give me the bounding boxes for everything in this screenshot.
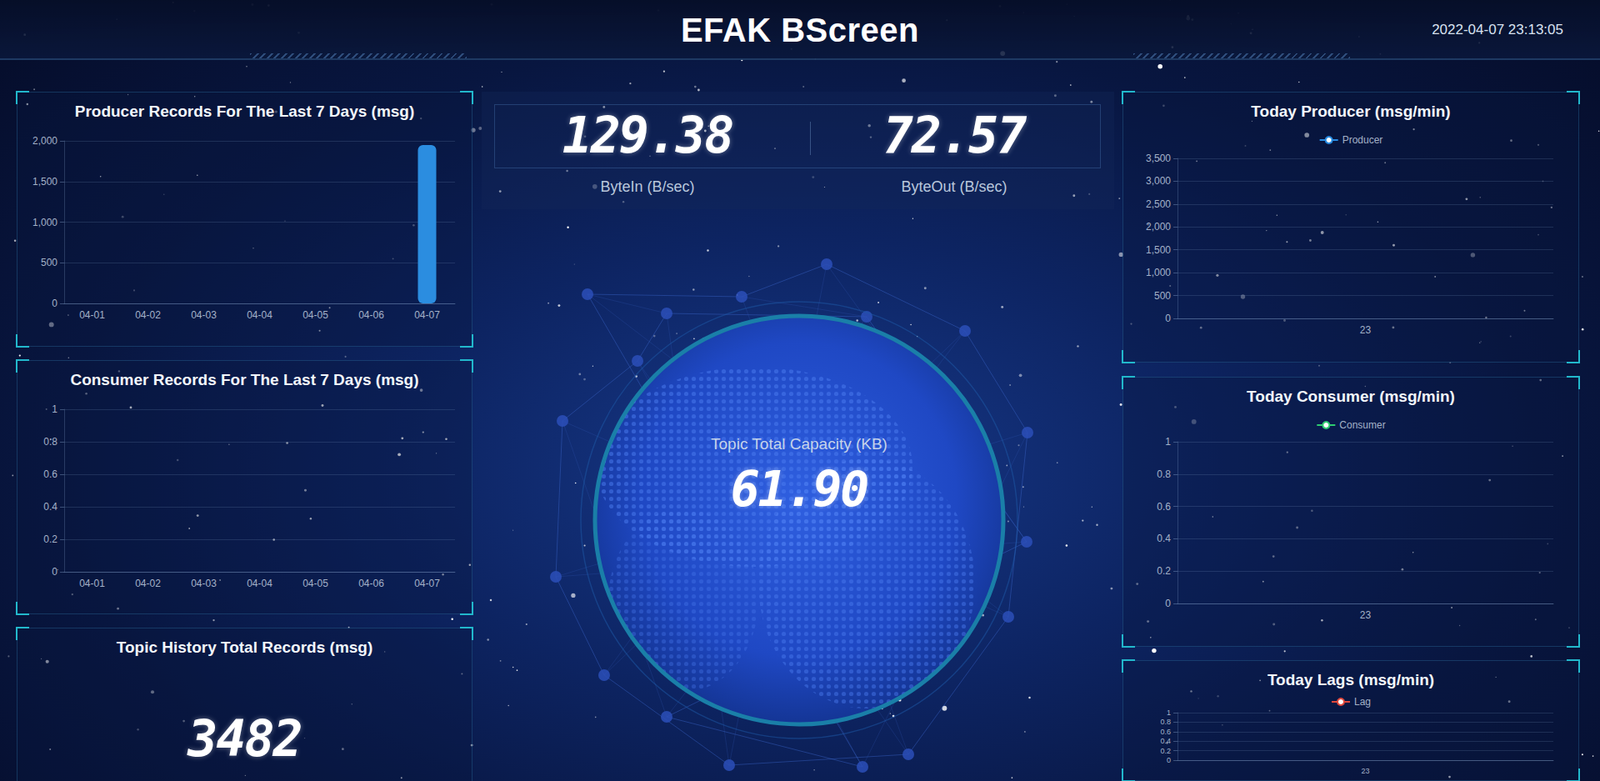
svg-text:04-04: 04-04 (246, 577, 273, 590)
html-text:Consumer Records For The Last: Consumer Records For The Last 7 Days (ms… (70, 370, 419, 389)
svg-text:04-02: 04-02 (135, 309, 161, 321)
html-text:3482: 3482 (187, 709, 302, 768)
html-text:Topic History Total Records (m: Topic History Total Records (msg) (116, 638, 373, 656)
svg-text:0.8: 0.8 (43, 435, 58, 448)
svg-text:Producer: Producer (1342, 134, 1384, 146)
svg-text:0.6: 0.6 (1160, 727, 1171, 736)
svg-text:1,500: 1,500 (1145, 244, 1171, 256)
svg-text:04-06: 04-06 (358, 577, 385, 590)
svg-text:04-03: 04-03 (190, 577, 217, 590)
html-text:Today Consumer (msg/min): Today Consumer (msg/min) (1246, 387, 1455, 405)
svg-text:04-01: 04-01 (79, 577, 105, 590)
svg-text:2,000: 2,000 (32, 135, 58, 147)
svg-text:500: 500 (40, 256, 58, 269)
svg-text:1: 1 (1166, 708, 1171, 717)
html-text:ByteOut (B/sec): ByteOut (B/sec) (901, 178, 1008, 195)
svg-text:1: 1 (51, 403, 58, 415)
svg-text:0: 0 (51, 297, 58, 310)
html-text:Today Producer (msg/min): Today Producer (msg/min) (1251, 102, 1451, 120)
svg-text:1: 1 (1165, 435, 1171, 448)
svg-text:0: 0 (1165, 597, 1171, 610)
svg-text:0.6: 0.6 (1156, 500, 1171, 513)
svg-text:04-03: 04-03 (190, 309, 217, 321)
svg-text:04-07: 04-07 (414, 577, 440, 590)
svg-text:1,500: 1,500 (32, 175, 58, 188)
svg-text:0.2: 0.2 (1156, 565, 1171, 577)
svg-text:1,000: 1,000 (32, 216, 58, 229)
svg-text:0: 0 (51, 565, 58, 578)
html-text:ByteIn (B/sec): ByteIn (B/sec) (600, 178, 695, 195)
svg-text:0.4: 0.4 (1160, 736, 1171, 745)
svg-text:0.8: 0.8 (1160, 717, 1171, 726)
svg-text:0.2: 0.2 (1160, 746, 1171, 755)
svg-text:04-05: 04-05 (302, 309, 329, 321)
html-text:Producer Records For The Last: Producer Records For The Last 7 Days (ms… (74, 102, 415, 120)
html-text:129.38: 129.38 (562, 105, 733, 165)
svg-text:0.4: 0.4 (1156, 532, 1171, 545)
svg-text:0: 0 (1165, 312, 1171, 325)
svg-text:0.2: 0.2 (43, 533, 58, 545)
svg-text:2,500: 2,500 (1145, 198, 1171, 210)
html-text:EFAK BScreen: EFAK BScreen (680, 11, 920, 49)
svg-text:04-06: 04-06 (358, 309, 385, 321)
svg-text:Consumer: Consumer (1339, 419, 1385, 431)
svg-text:Lag: Lag (1354, 695, 1371, 708)
svg-text:500: 500 (1154, 290, 1171, 302)
html-text:2022-04-07 23:13:05: 2022-04-07 23:13:05 (1431, 21, 1564, 38)
html-text:72.57: 72.57 (883, 105, 1026, 165)
svg-text:04-05: 04-05 (302, 577, 329, 590)
svg-text:0.6: 0.6 (43, 468, 58, 480)
svg-text:04-07: 04-07 (414, 309, 440, 321)
html-text:Today Lags (msg/min): Today Lags (msg/min) (1267, 670, 1435, 689)
svg-text:23: 23 (1360, 609, 1372, 621)
svg-text:3,500: 3,500 (1145, 152, 1171, 165)
svg-text:04-01: 04-01 (79, 309, 105, 321)
svg-text:04-02: 04-02 (135, 577, 161, 590)
svg-text:1,000: 1,000 (1145, 266, 1171, 279)
svg-text:2,000: 2,000 (1145, 220, 1171, 233)
svg-text:23: 23 (1360, 324, 1372, 336)
svg-text:04-04: 04-04 (246, 309, 273, 321)
html-text:Topic Total Capacity (KB): Topic Total Capacity (KB) (710, 435, 888, 453)
svg-text:0: 0 (1166, 755, 1171, 765)
svg-text:0.8: 0.8 (1156, 468, 1171, 480)
html-text:61.90: 61.90 (730, 460, 868, 518)
svg-text:0.4: 0.4 (43, 500, 58, 513)
svg-text:23: 23 (1360, 766, 1370, 775)
svg-text:3,000: 3,000 (1145, 175, 1171, 187)
